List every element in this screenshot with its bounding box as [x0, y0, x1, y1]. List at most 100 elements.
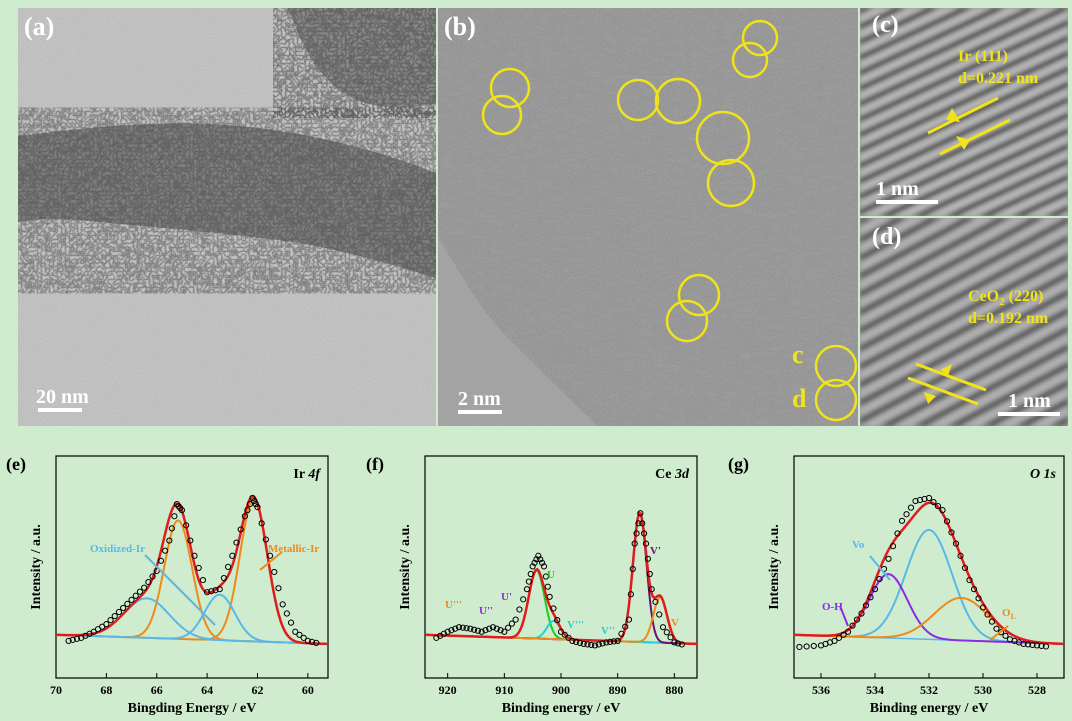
data-point [849, 622, 856, 629]
component-curve [424, 511, 698, 645]
data-point [266, 552, 274, 559]
data-point [471, 626, 478, 633]
plane-label-d: CeO2 (220) [968, 288, 1043, 308]
peak-label: U' [501, 591, 512, 603]
y-axis-label: Intensity / a.u. [29, 524, 44, 610]
data-point [512, 616, 519, 623]
data-point [191, 552, 198, 559]
data-point [889, 543, 897, 550]
data-point [246, 500, 254, 508]
fit-curve [424, 510, 698, 646]
panel-label: (e) [6, 454, 26, 475]
annotation-arrow [869, 555, 891, 581]
data-point [195, 564, 202, 572]
data-point [249, 494, 256, 502]
chart-title-main: Ce [655, 467, 675, 482]
data-point [531, 559, 538, 566]
data-point [903, 511, 910, 518]
data-point [867, 594, 874, 601]
data-point [984, 611, 991, 618]
data-point [678, 641, 685, 648]
x-tick-label: 70 [50, 683, 62, 697]
data-point [262, 536, 269, 543]
scale-bar-a [38, 408, 82, 412]
scale-label-a: 20 nm [36, 386, 89, 408]
chart-title-italic: 4f [307, 467, 321, 482]
data-point [467, 625, 474, 632]
xps-chart-g: 536 534 532 530 528 Binding energy / eV Intens… [722, 440, 1072, 716]
chart-title: Ce 3d [655, 467, 690, 482]
data-point [241, 513, 248, 520]
data-point [168, 525, 175, 532]
data-point [970, 586, 978, 593]
hrtem-image-b-graphic [438, 8, 858, 426]
annotation-label: Metallic-Ir [268, 543, 319, 555]
x-tick-label: 920 [439, 683, 457, 697]
data-point [979, 604, 987, 611]
data-point [444, 628, 451, 635]
x-tick-label: 62 [251, 683, 263, 697]
data-point [489, 624, 497, 631]
data-point [149, 573, 156, 580]
data-point [73, 635, 81, 642]
data-point [535, 552, 542, 559]
data-point [252, 500, 259, 508]
x-tick-label: 66 [151, 683, 163, 697]
data-point [1020, 640, 1027, 648]
data-point [233, 539, 240, 546]
data-point [455, 624, 463, 631]
data-point [831, 637, 838, 644]
annotation-main: Metallic-Ir [268, 543, 319, 555]
data-point [287, 619, 295, 626]
data-point [271, 568, 278, 576]
data-point [930, 498, 937, 506]
data-point [546, 593, 553, 600]
data-point [569, 637, 576, 644]
data-point [871, 586, 879, 593]
marker-d: d [792, 384, 807, 413]
chart-title-italic: O 1s [1030, 467, 1057, 482]
data-point [107, 617, 114, 624]
x-tick-label: 910 [495, 683, 513, 697]
x-axis-label: Binding energy / eV [502, 701, 621, 716]
data-point [573, 638, 580, 645]
plot-frame [424, 455, 698, 679]
data-point [835, 634, 843, 641]
peak-label: V' [650, 545, 661, 557]
data-point [132, 592, 139, 599]
data-point [482, 627, 489, 634]
xps-chart-g-svg: 536 534 532 530 528 Binding energy / eV Intens… [728, 454, 1065, 716]
data-point [648, 586, 655, 593]
data-point [516, 606, 523, 613]
fit-curve [55, 494, 329, 646]
data-point [224, 563, 232, 571]
data-point [943, 518, 951, 525]
annotation-arrow [259, 551, 283, 571]
data-point [171, 513, 178, 520]
data-point [183, 522, 190, 529]
data-point [65, 637, 72, 644]
data-point [876, 575, 883, 583]
peak-label: U [547, 569, 555, 581]
data-point [966, 576, 973, 584]
data-point [584, 641, 591, 648]
plane-label-d-sub: 2 [999, 296, 1005, 309]
data-point [452, 625, 459, 632]
data-point [644, 555, 651, 562]
data-point [258, 520, 265, 527]
data-point [251, 497, 258, 505]
data-point [204, 589, 211, 596]
data-point [557, 628, 565, 635]
lattice-image-d-graphic [860, 218, 1068, 426]
data-point [1024, 641, 1032, 648]
data-point [459, 624, 466, 631]
data-point [220, 574, 228, 582]
data-point [975, 595, 982, 602]
scale-bar-c [876, 200, 938, 204]
annotation-arrow [989, 625, 1009, 641]
data-point [858, 610, 865, 617]
data-point [629, 565, 636, 573]
data-point [641, 530, 648, 537]
data-point [912, 497, 919, 505]
data-point [216, 586, 223, 593]
